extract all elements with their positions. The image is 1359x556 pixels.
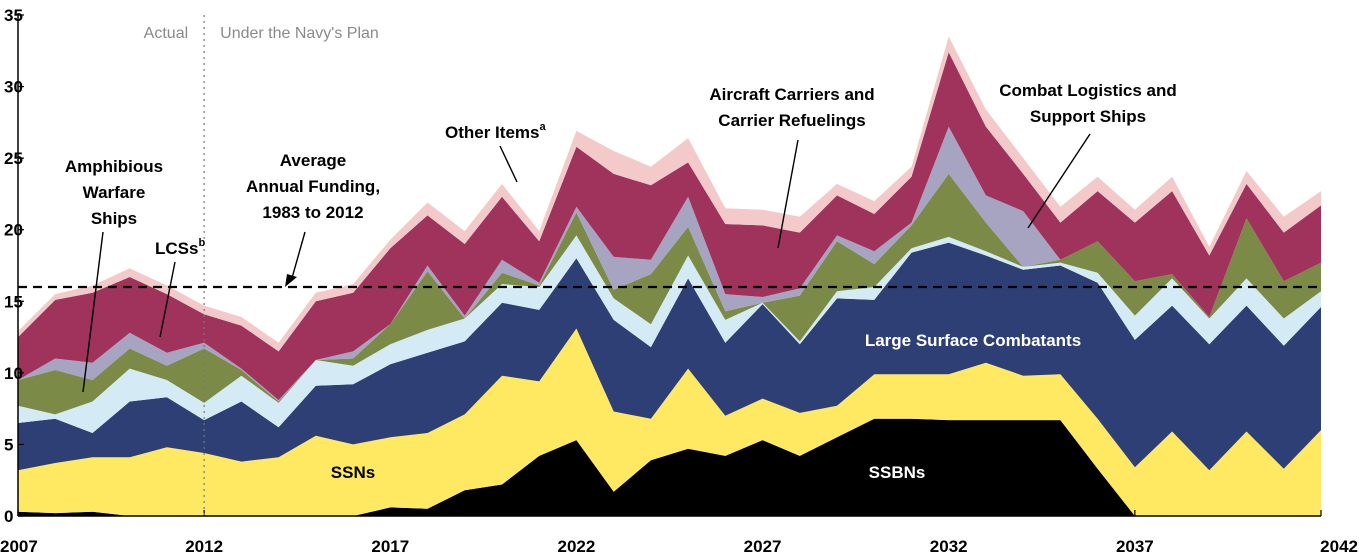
annotations: Actual Under the Navy's Plan Amphibious War… (65, 25, 1177, 482)
average-arrowhead (285, 274, 297, 287)
y-tick-label: 20 (4, 221, 23, 240)
logistics-leader-line (1027, 133, 1091, 229)
x-tick-label: 2017 (371, 537, 409, 556)
x-tick-label: 2042 (1320, 537, 1358, 556)
y-tick-label: 10 (4, 364, 23, 383)
axes: 0 5 10 15 20 25 30 35 2007 2012 2017 2022 2027 2032 20… (0, 6, 1358, 556)
series-area-ssns (18, 328, 1321, 516)
navy-plan-label: Under the Navy's Plan (220, 25, 379, 42)
other-items-label: Other Itemsa (445, 121, 546, 142)
aircraft-carriers-label: Aircraft Carriers and Carrier Refuelings (709, 85, 874, 130)
y-tick-label: 25 (4, 149, 23, 168)
large-surface-combatants-label: Large Surface Combatants (865, 331, 1081, 350)
amphibious-warfare-ships-label: Amphibious Warfare Ships (65, 157, 163, 228)
series-area-amphibious-warfare-ships (18, 173, 1321, 415)
y-tick-label: 0 (4, 507, 13, 526)
lcss-label: LCSsb (155, 237, 205, 258)
series-area-aircraft-carriers-and-carrier-refuelings (18, 52, 1321, 401)
ssns-label: SSNs (331, 463, 375, 482)
y-tick-label: 30 (4, 78, 23, 97)
carriers-leader-line (777, 139, 799, 249)
x-tick-label: 2027 (744, 537, 782, 556)
other-items-leader-line (499, 145, 518, 183)
actual-label: Actual (144, 25, 188, 42)
y-tick-label: 15 (4, 292, 23, 311)
x-tick-label: 2022 (558, 537, 596, 556)
y-tick-label: 5 (4, 435, 13, 454)
lcss-leader-line (159, 261, 176, 338)
series-area-large-surface-combatants (18, 242, 1321, 471)
x-tick-label: 2007 (0, 537, 38, 556)
average-leader-line (291, 231, 306, 279)
stacked-areas (18, 36, 1321, 516)
x-tick-label: 2037 (1116, 537, 1154, 556)
y-tick-label: 35 (4, 6, 23, 25)
x-tick-label: 2032 (930, 537, 968, 556)
x-tick-label: 2012 (185, 537, 223, 556)
average-annual-funding-label: Average Annual Funding, 1983 to 2012 (246, 151, 380, 222)
ssbns-label: SSBNs (869, 463, 926, 482)
reference-lines (18, 15, 1321, 516)
amphibious-leader-line (82, 231, 104, 393)
combat-logistics-label: Combat Logistics and Support Ships (999, 81, 1177, 126)
series-area-ssbns (18, 418, 1321, 516)
series-area-lcss (18, 235, 1321, 433)
